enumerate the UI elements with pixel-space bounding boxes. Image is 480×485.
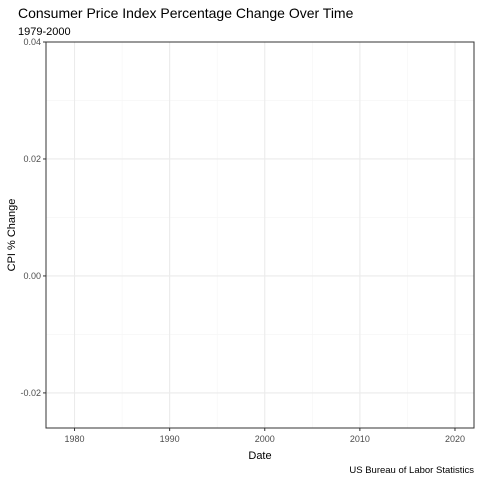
x-tick-label: 1990 (160, 434, 180, 444)
x-tick-label: 2010 (350, 434, 370, 444)
x-axis-title: Date (248, 450, 271, 462)
x-tick-label: 1980 (65, 434, 85, 444)
y-tick-label: 0.02 (23, 154, 41, 164)
y-axis: -0.02 0.00 0.02 0.04 (20, 37, 46, 398)
y-axis-title: CPI % Change (6, 199, 18, 272)
chart-subtitle: 1979-2000 (18, 26, 71, 38)
major-gridlines (46, 41, 474, 428)
panel-border (45, 41, 475, 429)
x-tick-label: 2000 (255, 434, 275, 444)
y-tick-label: 0.00 (23, 271, 41, 281)
x-axis: 1980 1990 2000 2010 2020 (65, 428, 465, 444)
y-tick-label: -0.02 (20, 388, 41, 398)
chart-title: Consumer Price Index Percentage Change O… (18, 5, 354, 21)
x-tick-label: 2020 (445, 434, 465, 444)
chart-caption: US Bureau of Labor Statistics (349, 465, 474, 476)
y-tick-label: 0.04 (23, 37, 41, 47)
minor-gridlines (46, 42, 474, 428)
